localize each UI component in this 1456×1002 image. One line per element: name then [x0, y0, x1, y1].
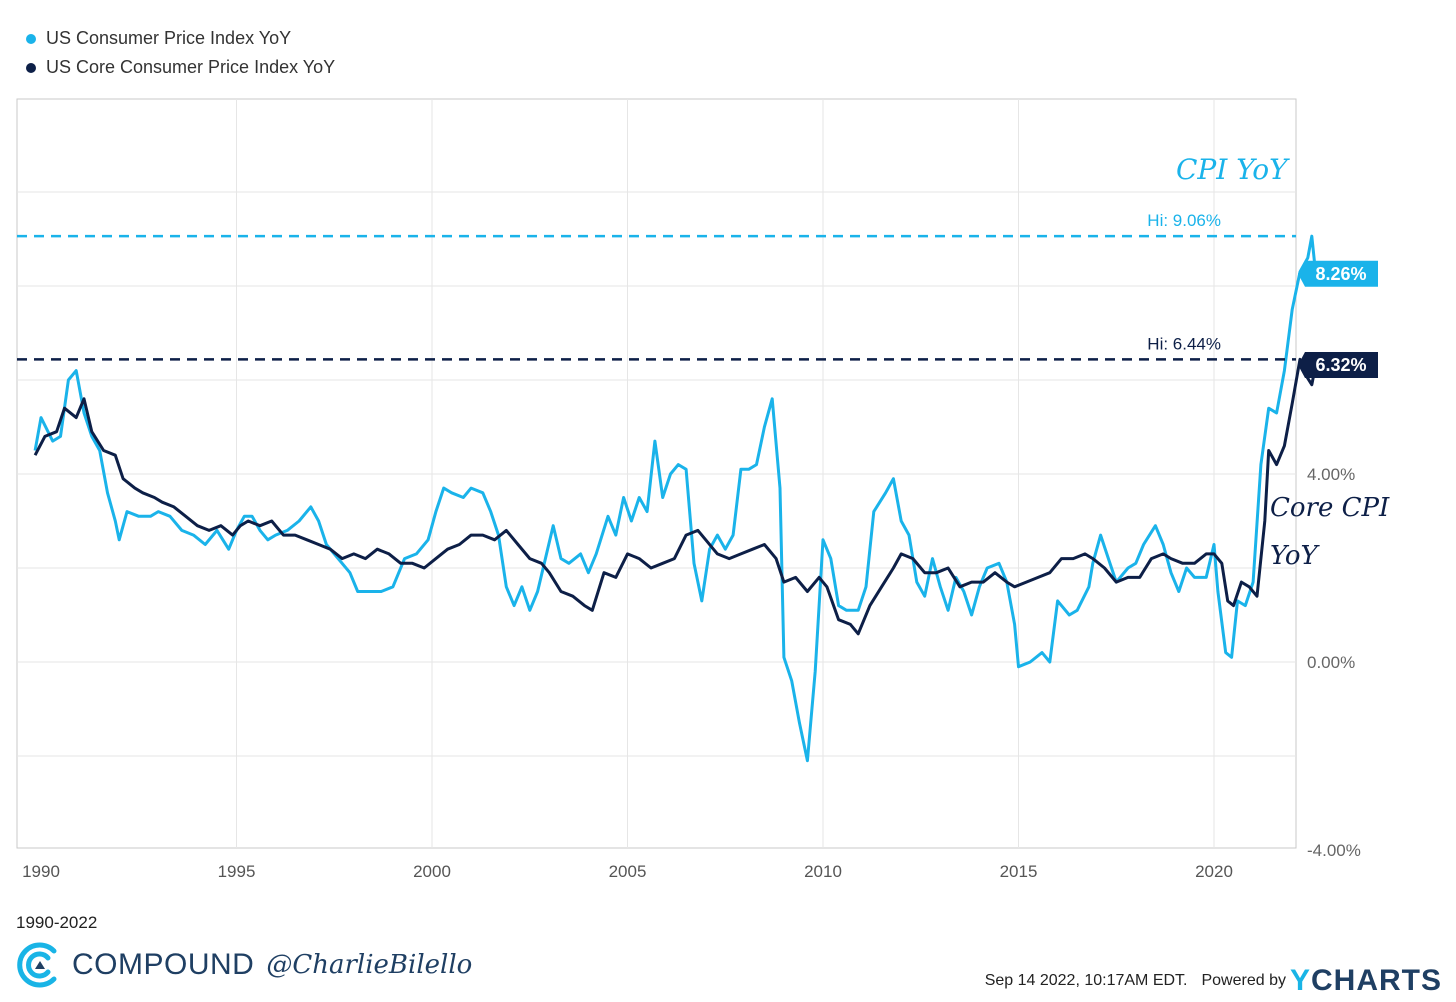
x-tick-label: 2000	[413, 862, 451, 881]
reference-label-core-high: Hi: 6.44%	[1147, 334, 1221, 353]
x-tick-label: 2020	[1195, 862, 1233, 881]
brand-handle[interactable]: @CharlieBilello	[266, 950, 473, 980]
x-tick-label: 2010	[804, 862, 842, 881]
value-badge-core-cpi	[1298, 351, 1378, 378]
x-tick-label: 2005	[609, 862, 647, 881]
x-tick-label: 1995	[218, 862, 256, 881]
annotation-core-yoy: YoY	[1270, 541, 1321, 571]
value-badge-core-cpi-label: 6.32%	[1315, 355, 1366, 375]
y-tick-label: 4.00%	[1307, 465, 1355, 484]
ycharts-logo[interactable]: YCHARTS	[1290, 964, 1442, 998]
date-range-label: 1990-2022	[16, 913, 98, 932]
x-tick-label: 1990	[22, 862, 60, 881]
x-tick-label: 2015	[1000, 862, 1038, 881]
series-line-cpi[interactable]	[33, 234, 1318, 763]
legend-dot-cpi	[26, 33, 36, 44]
legend-item-core-cpi[interactable]: US Core Consumer Price Index YoY	[26, 53, 335, 82]
reference-label-cpi-high: Hi: 9.06%	[1147, 211, 1221, 230]
legend-label-core-cpi: US Core Consumer Price Index YoY	[46, 57, 336, 77]
legend-item-cpi[interactable]: US Consumer Price Index YoY	[26, 24, 335, 53]
value-badge-cpi	[1298, 260, 1378, 287]
timestamp: Sep 14 2022, 10:17AM EDT.	[984, 972, 1188, 989]
ycharts-logo-y: Y	[1289, 964, 1311, 997]
line-chart: 1990 1995 2000 2005 2010 2015 2020 -4.00% 0.00% 4…	[16, 98, 1390, 881]
brand-block: COMPOUND @CharlieBilello	[14, 936, 472, 994]
y-tick-label: -4.00%	[1307, 841, 1361, 860]
compound-logo-icon	[17, 942, 57, 988]
series-line-core-cpi[interactable]	[33, 357, 1318, 636]
value-badge-cpi-label: 8.26%	[1315, 264, 1366, 284]
powered-by-label: Powered by	[1201, 972, 1286, 989]
ycharts-logo-rest: CHARTS	[1311, 964, 1442, 997]
source-stamp: Sep 14 2022, 10:17AM EDT. Powered by YCH…	[985, 964, 1442, 998]
annotation-core-cpi: Core CPI	[1270, 493, 1390, 523]
chart-legend: US Consumer Price Index YoY US Core Cons…	[26, 24, 335, 82]
annotation-cpi-yoy: CPI YoY	[1176, 153, 1290, 186]
legend-label-cpi: US Consumer Price Index YoY	[46, 28, 292, 48]
legend-dot-core-cpi	[26, 62, 36, 73]
brand-name: COMPOUND	[72, 948, 255, 981]
y-tick-label: 0.00%	[1307, 653, 1355, 672]
